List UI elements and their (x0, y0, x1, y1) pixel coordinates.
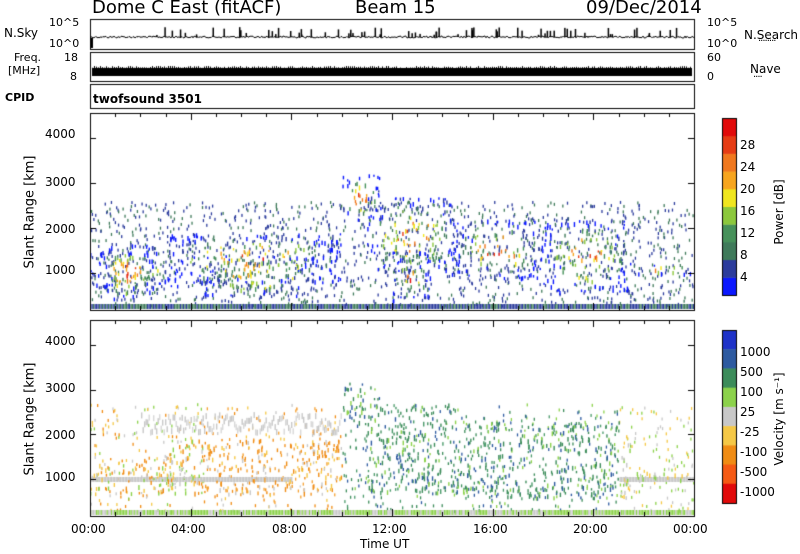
nsearch-label: N.Search (744, 28, 799, 42)
cpid-label: CPID (5, 91, 35, 104)
power-ytick-4000: 4000 (45, 127, 76, 141)
nsky-label: N.Sky (4, 26, 39, 40)
nsky-tick-bottom-right: 10^0 (707, 37, 738, 50)
nave-label: Nave (750, 62, 781, 76)
velocity-cb-tick-minus100: -100 (740, 445, 768, 459)
power-cb-tick-8: 8 (740, 248, 748, 262)
power-ytick-1000: 1000 (45, 263, 76, 277)
power-ylabel: Slant Range [km] (22, 155, 38, 269)
velocity-ylabel: Slant Range [km] (22, 362, 38, 476)
nave-tick-bottom: 0 (707, 70, 714, 83)
velocity-ytick-4000: 4000 (45, 334, 76, 348)
xtick-2400: 00:00 (673, 522, 708, 536)
freq-tick-bottom: 8 (70, 70, 77, 83)
x-axis-label: Time UT (360, 537, 410, 551)
velocity-cb-tick-minus25: -25 (740, 425, 760, 439)
xtick-0000: 00:00 (71, 522, 106, 536)
power-cb-tick-12: 12 (740, 226, 756, 240)
velocity-cb-tick-25: 25 (740, 405, 756, 419)
velocity-ytick-1000: 1000 (45, 470, 76, 484)
freq-tick-top: 18 (64, 51, 78, 64)
xtick-0800: 08:00 (272, 522, 307, 536)
power-cb-tick-20: 20 (740, 182, 756, 196)
velocity-cb-tick-minus500: -500 (740, 465, 768, 479)
power-cb-tick-24: 24 (740, 160, 756, 174)
nave-tick-top: 60 (707, 51, 721, 64)
velocity-cb-tick-500: 500 (740, 365, 763, 379)
velocity-cb-tick-100: 100 (740, 385, 763, 399)
power-cb-tick-4: 4 (740, 270, 748, 284)
nsky-tick-top-right: 10^5 (707, 16, 738, 29)
cpid-name: twofsound 3501 (93, 92, 202, 106)
nsearch-legend-dots: ········ (758, 36, 776, 47)
station-title: Dome C East (fitACF) (92, 0, 282, 18)
xtick-0400: 04:00 (171, 522, 206, 536)
power-cb-tick-28: 28 (740, 138, 756, 152)
power-colorbar-label: Power [dB] (772, 179, 786, 245)
date-title: 09/Dec/2014 (586, 0, 702, 18)
beam-title: Beam 15 (355, 0, 436, 18)
xtick-1600: 16:00 (473, 522, 508, 536)
velocity-ytick-3000: 3000 (45, 381, 76, 395)
freq-label-line2: [MHz] (8, 64, 41, 77)
power-cb-tick-16: 16 (740, 204, 756, 218)
nsky-tick-top-left: 10^5 (49, 16, 80, 29)
nsky-tick-bottom-left: 10^0 (49, 37, 80, 50)
xtick-2000: 20:00 (573, 522, 608, 536)
velocity-ytick-2000: 2000 (45, 428, 76, 442)
velocity-cb-tick-1000: 1000 (740, 345, 771, 359)
power-ytick-2000: 2000 (45, 222, 76, 236)
power-ytick-3000: 3000 (45, 175, 76, 189)
freq-label-line1: Freq. (14, 51, 42, 64)
nave-legend-dots: ···· (753, 72, 763, 83)
xtick-1200: 12:00 (372, 522, 407, 536)
velocity-colorbar-label: Velocity [m s⁻¹] (772, 372, 786, 466)
velocity-cb-tick-minus1000: -1000 (740, 485, 775, 499)
